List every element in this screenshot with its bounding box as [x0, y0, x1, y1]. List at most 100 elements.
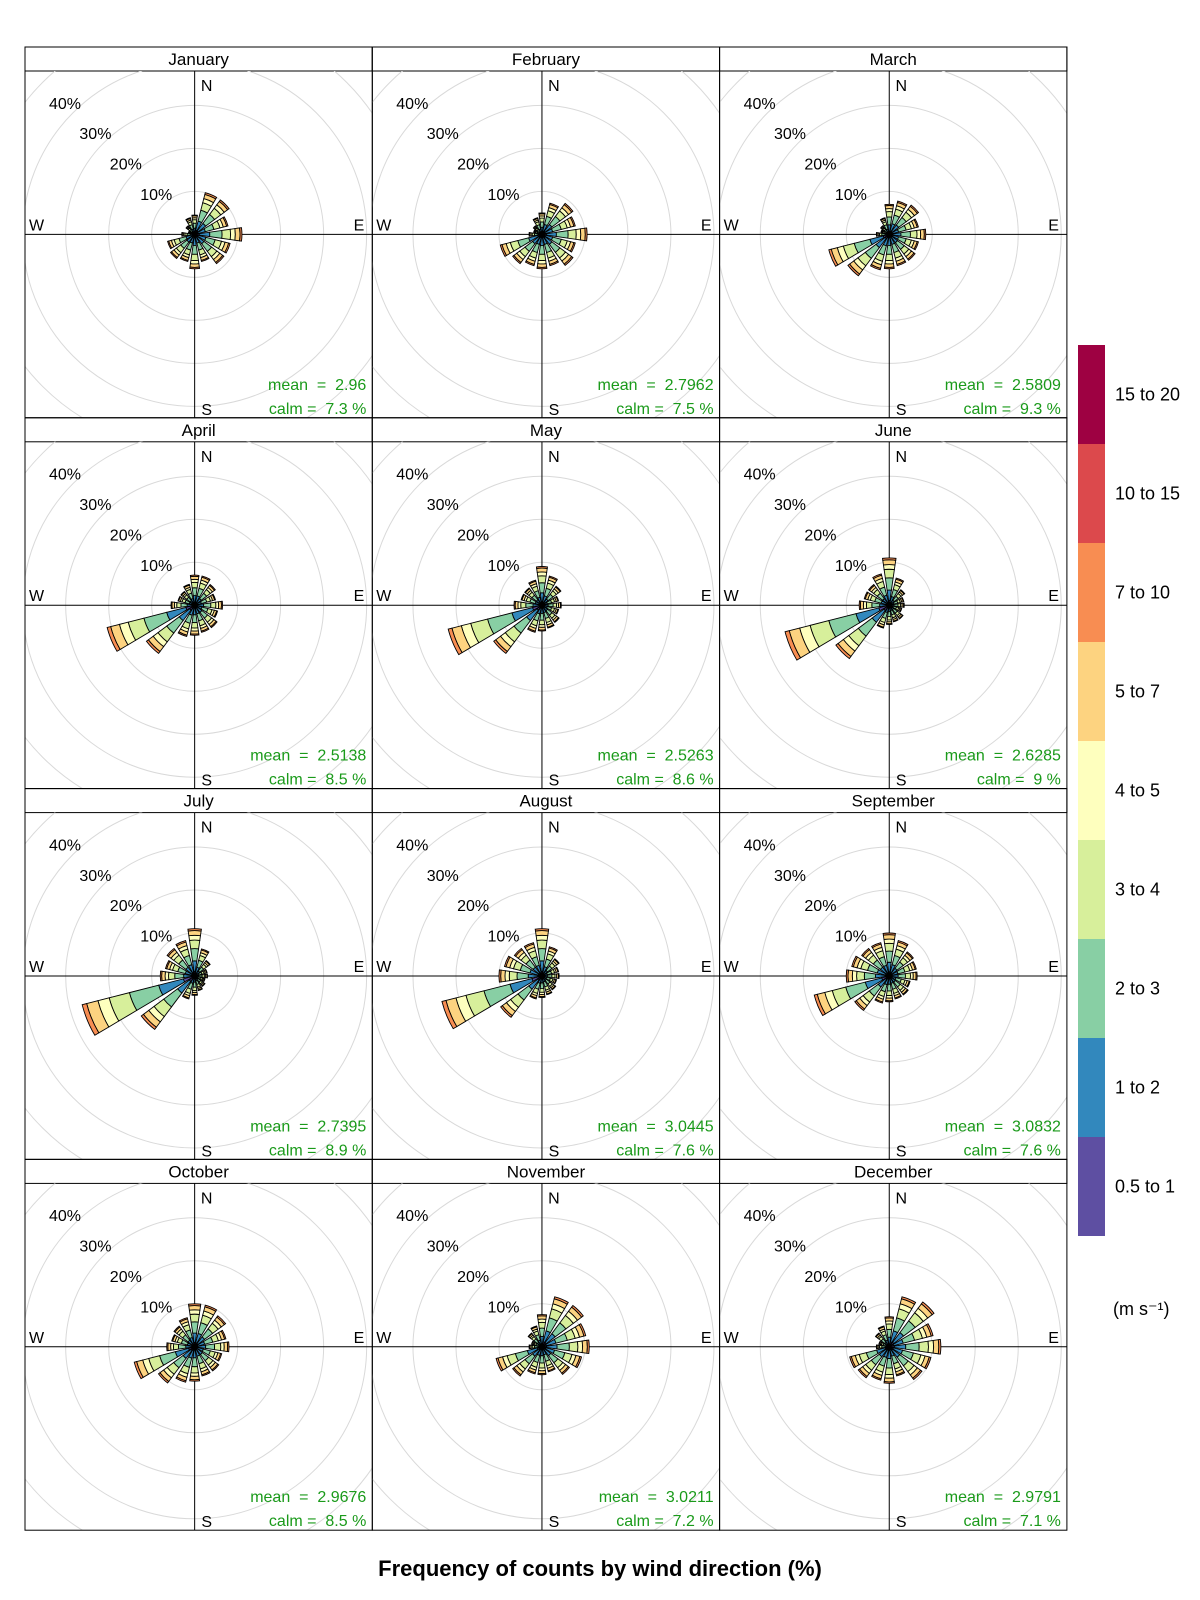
petal-segment — [548, 575, 558, 581]
compass-e-label: E — [1048, 1330, 1059, 1347]
petal-segment — [222, 216, 229, 227]
petal-segment — [537, 1372, 547, 1376]
petal-segment — [536, 1314, 548, 1317]
petal-segment — [183, 583, 191, 589]
petal-segment — [173, 1325, 181, 1333]
petal-segment — [937, 1338, 942, 1355]
petal-segment — [174, 972, 185, 980]
calm-label: calm = 8.5 % — [269, 1513, 366, 1530]
compass-w-label: W — [724, 588, 740, 605]
petal-segment — [520, 593, 525, 601]
petal-segment — [192, 219, 198, 224]
petal-segment — [880, 225, 884, 229]
petal-segment — [539, 982, 545, 989]
petal-segment — [528, 232, 531, 237]
panel-strip — [24, 788, 373, 814]
petal-segment — [169, 251, 178, 260]
petal-segment — [157, 1372, 170, 1384]
petal-segment — [537, 948, 547, 962]
compass-e-label: E — [354, 588, 365, 605]
radial-tick-label: 40% — [49, 1208, 81, 1225]
petal-segment — [553, 1296, 569, 1305]
petal-segment — [500, 969, 506, 983]
petal-segment — [586, 1339, 590, 1355]
radial-tick-label: 30% — [427, 868, 459, 885]
mean-label: mean = 2.96 — [268, 377, 366, 394]
petal-segment — [899, 607, 903, 613]
petal-segment — [516, 971, 529, 981]
petal-segment — [191, 214, 198, 217]
legend-swatch — [1078, 345, 1105, 444]
petal-segment — [548, 946, 558, 952]
petal-segment — [190, 1366, 199, 1374]
petal-segment — [884, 1367, 894, 1376]
legend-label: 0.5 to 1 — [1115, 1177, 1175, 1197]
compass-n-label: N — [895, 78, 907, 95]
radial-tick-label: 30% — [774, 126, 806, 143]
panel-title: November — [507, 1162, 586, 1181]
petal-segment — [538, 1327, 546, 1338]
petal-segment — [175, 940, 187, 947]
petal-segment — [226, 1341, 230, 1353]
petal-segment — [813, 993, 826, 1017]
petal-segment — [851, 955, 858, 968]
radial-tick-label: 10% — [835, 558, 867, 575]
petal-segment — [538, 212, 546, 215]
compass-w-label: W — [29, 959, 45, 976]
panel-title: March — [870, 50, 917, 69]
petal-segment — [529, 994, 537, 1000]
petal-segment — [192, 222, 197, 229]
petal-segment — [872, 573, 883, 580]
petal-segment — [579, 227, 586, 242]
petal-segment — [895, 1371, 906, 1377]
compass-e-label: E — [701, 959, 712, 976]
petal-segment — [895, 577, 905, 583]
petal-segment — [896, 200, 908, 207]
petal-segment — [177, 1343, 187, 1350]
petal-segment — [202, 978, 206, 983]
compass-e-label: E — [701, 1330, 712, 1347]
petal-segment — [555, 966, 560, 973]
petal-segment — [498, 969, 502, 983]
petal-segment — [884, 203, 895, 207]
petal-segment — [201, 575, 211, 581]
petal-segment — [520, 601, 527, 609]
petal-segment — [575, 228, 582, 241]
petal-segment — [513, 600, 516, 610]
panel-plot — [25, 441, 373, 789]
compass-n-label: N — [895, 820, 907, 837]
mean-label: mean = 3.0445 — [598, 1118, 714, 1135]
petal-segment — [133, 1361, 144, 1380]
panel-strip — [371, 788, 721, 814]
compass-e-label: E — [1048, 588, 1059, 605]
petal-segment — [896, 260, 907, 267]
radial-tick-label: 20% — [804, 898, 836, 915]
radial-tick-label: 40% — [744, 96, 776, 113]
legend-swatch — [1078, 444, 1105, 543]
calm-label: calm = 8.9 % — [269, 1142, 366, 1159]
petal-segment — [847, 263, 861, 277]
petal-segment — [204, 192, 218, 200]
petal-segment — [81, 1002, 100, 1036]
petal-segment — [885, 211, 894, 218]
radial-tick-label: 40% — [396, 837, 428, 854]
panel-strip — [371, 46, 721, 72]
panel-plot — [719, 441, 1067, 789]
petal-segment — [159, 970, 163, 982]
petal-segment — [849, 1355, 857, 1369]
petal-segment — [181, 994, 190, 1000]
radial-tick-label: 40% — [396, 467, 428, 484]
legend-label: 1 to 2 — [1115, 1078, 1160, 1098]
petal-segment — [493, 639, 508, 655]
petal-segment — [213, 610, 219, 618]
petal-segment — [924, 1356, 932, 1370]
petal-segment — [871, 942, 882, 949]
petal-segment — [557, 973, 560, 979]
petal-segment — [191, 1357, 199, 1368]
petal-segment — [441, 999, 458, 1030]
legend-swatch — [1078, 1137, 1105, 1236]
petal-segment — [847, 969, 854, 983]
petal-segment — [187, 928, 202, 932]
petal-segment — [912, 1369, 923, 1381]
